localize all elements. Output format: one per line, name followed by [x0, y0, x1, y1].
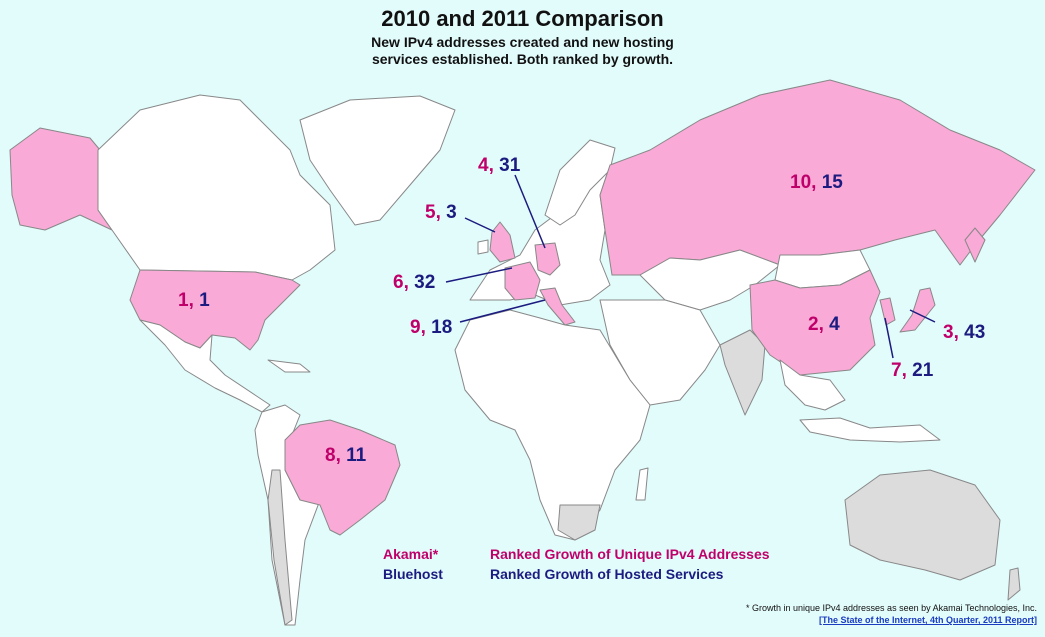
report-link[interactable]: [The State of the Internet, 4th Quarter,…: [818, 615, 1037, 625]
germany-shape: [534, 242, 561, 276]
leader-line-germany: [514, 174, 546, 249]
legend-bluehost-name: Bluehost: [383, 566, 443, 582]
chile-shape: [267, 469, 293, 626]
leader-line-korea: [884, 317, 894, 359]
france-shape: [504, 261, 541, 301]
caribbean-shape: [267, 359, 311, 373]
brazil-shape: [284, 419, 401, 536]
label-china: 2, 4: [808, 314, 840, 335]
label-germany: 4, 31: [478, 155, 521, 176]
canada-shape: [97, 94, 336, 281]
africa-shape: [454, 309, 651, 541]
usa-shape: [129, 269, 301, 351]
label-russia: 10, 15: [790, 172, 843, 193]
page-title: 2010 and 2011 Comparison: [381, 6, 664, 31]
new-zealand-shape: [1007, 567, 1021, 601]
china-shape: [749, 269, 881, 376]
india-shape: [719, 329, 766, 416]
south-america-shape: [254, 404, 321, 626]
alaska-shape: [9, 127, 113, 231]
label-japan: 3, 43: [943, 322, 986, 343]
legend-bluehost-desc: Ranked Growth of Hosted Services: [490, 566, 724, 582]
footnote: * Growth in unique IPv4 addresses as see…: [746, 602, 1037, 626]
japan-shape: [899, 287, 936, 333]
korea-shape: [879, 297, 896, 326]
label-united-kingdom: 5, 3: [425, 202, 457, 223]
australia-shape: [844, 469, 1001, 581]
madagascar-shape: [635, 467, 649, 501]
label-italy: 9, 18: [410, 317, 453, 338]
southeast-asia-shape: [779, 359, 846, 411]
label-france: 6, 32: [393, 272, 436, 293]
legend-akamai-name: Akamai*: [383, 546, 439, 562]
page-subtitle: New IPv4 addresses created and new hosti…: [0, 34, 1045, 68]
label-united-states: 1, 1: [178, 290, 210, 311]
legend-akamai-desc: Ranked Growth of Unique IPv4 Addresses: [490, 546, 770, 562]
leader-line-uk: [464, 217, 496, 233]
subtitle-line-2: services established. Both ranked by gro…: [371, 51, 674, 67]
label-south-korea: 7, 21: [891, 360, 934, 381]
sakhalin-shape: [964, 227, 986, 263]
italy-shape: [539, 287, 576, 326]
footnote-text: * Growth in unique IPv4 addresses as see…: [745, 603, 1037, 613]
subtitle-line-1: New IPv4 addresses created and new hosti…: [371, 34, 674, 50]
south-africa-shape: [557, 504, 601, 541]
uk-shape: [489, 221, 516, 263]
greenland-shape: [299, 95, 456, 226]
mexico-shape: [139, 319, 271, 413]
indonesia-shape: [799, 417, 941, 443]
label-brazil: 8, 11: [325, 445, 367, 466]
leader-line-france: [445, 267, 513, 283]
ireland-shape: [477, 239, 489, 255]
leader-line-italy: [459, 299, 546, 323]
leader-line-japan: [909, 309, 936, 323]
